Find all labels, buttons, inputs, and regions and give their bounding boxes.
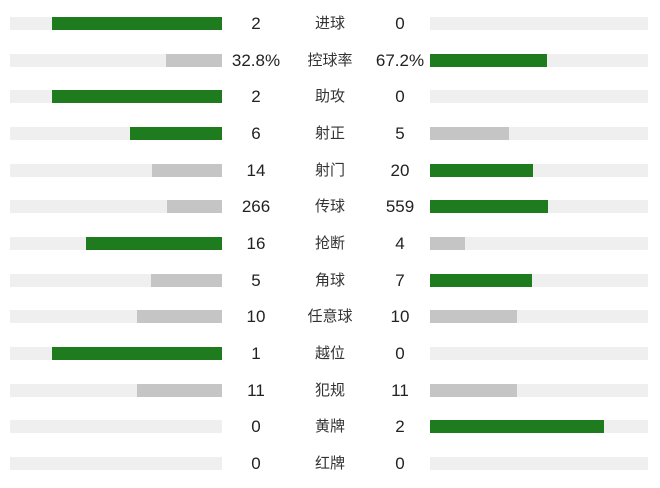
right-bar-track <box>430 310 648 324</box>
stat-label: 助攻 <box>314 88 345 106</box>
left-team-value: 14 <box>246 160 266 180</box>
right-bar-track <box>430 420 648 434</box>
left-bar-track <box>10 383 222 397</box>
left-team-bar <box>52 347 222 361</box>
stat-row: 6 射正 5 <box>0 115 660 152</box>
stat-label: 红牌 <box>314 455 345 473</box>
left-bar-track <box>10 16 222 30</box>
right-team-value: 11 <box>391 380 409 400</box>
right-team-bar <box>430 53 548 67</box>
right-team-value: 20 <box>390 160 410 180</box>
left-team-value: 1 <box>251 344 261 364</box>
right-team-value: 2 <box>395 417 405 437</box>
right-bar-track <box>430 126 648 140</box>
right-bar-track <box>430 163 648 177</box>
right-team-bar <box>430 163 533 177</box>
right-team-bar <box>430 200 549 214</box>
right-team-value: 0 <box>395 87 405 107</box>
left-bar-track <box>10 347 222 361</box>
left-team-value: 11 <box>247 380 265 400</box>
left-team-value: 5 <box>251 270 261 290</box>
stat-row: 16 抢断 4 <box>0 225 660 262</box>
right-bar-track <box>430 383 648 397</box>
left-bar-track <box>10 126 222 140</box>
stat-row: 1 越位 0 <box>0 335 660 372</box>
stat-label: 黄牌 <box>314 418 345 436</box>
left-team-bar <box>52 90 222 104</box>
right-team-value: 559 <box>385 197 415 217</box>
stat-label: 角球 <box>314 271 345 289</box>
left-team-bar <box>151 273 222 287</box>
right-team-value: 0 <box>395 13 405 33</box>
left-team-bar <box>86 236 222 250</box>
left-team-value: 2 <box>251 13 261 33</box>
right-team-bar <box>430 383 518 397</box>
right-bar-track <box>430 347 648 361</box>
stat-row: 266 传球 559 <box>0 188 660 225</box>
left-team-value: 0 <box>251 417 261 437</box>
stat-row: 0 黄牌 2 <box>0 409 660 446</box>
stat-label: 犯规 <box>314 381 345 399</box>
left-team-value: 2 <box>251 87 261 107</box>
stat-row: 11 犯规 11 <box>0 372 660 409</box>
left-team-value: 6 <box>251 123 261 143</box>
left-team-bar <box>129 126 222 140</box>
left-team-value: 0 <box>251 454 261 474</box>
right-team-bar <box>430 310 518 324</box>
stat-label: 进球 <box>314 14 345 32</box>
left-bar-track <box>10 273 222 287</box>
left-team-value: 16 <box>246 233 266 253</box>
right-team-bar <box>430 236 465 250</box>
left-team-value: 10 <box>246 307 266 327</box>
stat-row: 14 射门 20 <box>0 152 660 189</box>
left-bar-track <box>10 420 222 434</box>
right-team-value: 4 <box>395 233 405 253</box>
right-bar-track <box>430 273 648 287</box>
left-bar-track <box>10 90 222 104</box>
right-team-value: 0 <box>395 454 405 474</box>
stat-label: 越位 <box>314 345 345 363</box>
right-team-value: 0 <box>395 344 405 364</box>
stat-label: 射正 <box>314 124 345 142</box>
stat-row: 10 任意球 10 <box>0 299 660 336</box>
left-team-value: 266 <box>241 197 271 217</box>
right-team-value: 7 <box>395 270 405 290</box>
right-bar-track <box>430 16 648 30</box>
left-bar-track <box>10 310 222 324</box>
left-team-bar <box>137 310 222 324</box>
right-bar-track <box>430 200 648 214</box>
right-bar-track <box>430 90 648 104</box>
right-bar-track <box>430 53 648 67</box>
left-team-bar <box>52 16 222 30</box>
stat-label: 射门 <box>314 161 345 179</box>
left-team-bar <box>167 200 222 214</box>
right-team-bar <box>430 273 532 287</box>
right-team-value: 10 <box>390 307 410 327</box>
left-bar-track <box>10 236 222 250</box>
left-bar-track <box>10 53 222 67</box>
right-team-bar <box>430 420 605 434</box>
left-bar-track <box>10 200 222 214</box>
stat-row: 5 角球 7 <box>0 262 660 299</box>
stat-row: 32.8% 控球率 67.2% <box>0 42 660 79</box>
left-bar-track <box>10 457 222 471</box>
right-team-value: 67.2% <box>375 50 425 70</box>
stat-label: 抢断 <box>314 234 345 252</box>
right-team-value: 5 <box>395 123 405 143</box>
left-team-bar <box>166 53 222 67</box>
left-team-bar <box>152 163 222 177</box>
left-bar-track <box>10 163 222 177</box>
right-bar-track <box>430 457 648 471</box>
stat-row: 0 红牌 0 <box>0 445 660 482</box>
stat-label: 传球 <box>314 198 345 216</box>
stat-label: 任意球 <box>307 308 353 326</box>
left-team-bar <box>137 383 222 397</box>
stat-row: 2 助攻 0 <box>0 78 660 115</box>
left-team-value: 32.8% <box>231 50 281 70</box>
stat-label: 控球率 <box>307 51 353 69</box>
stat-row: 2 进球 0 <box>0 5 660 42</box>
right-bar-track <box>430 236 648 250</box>
right-team-bar <box>430 126 510 140</box>
